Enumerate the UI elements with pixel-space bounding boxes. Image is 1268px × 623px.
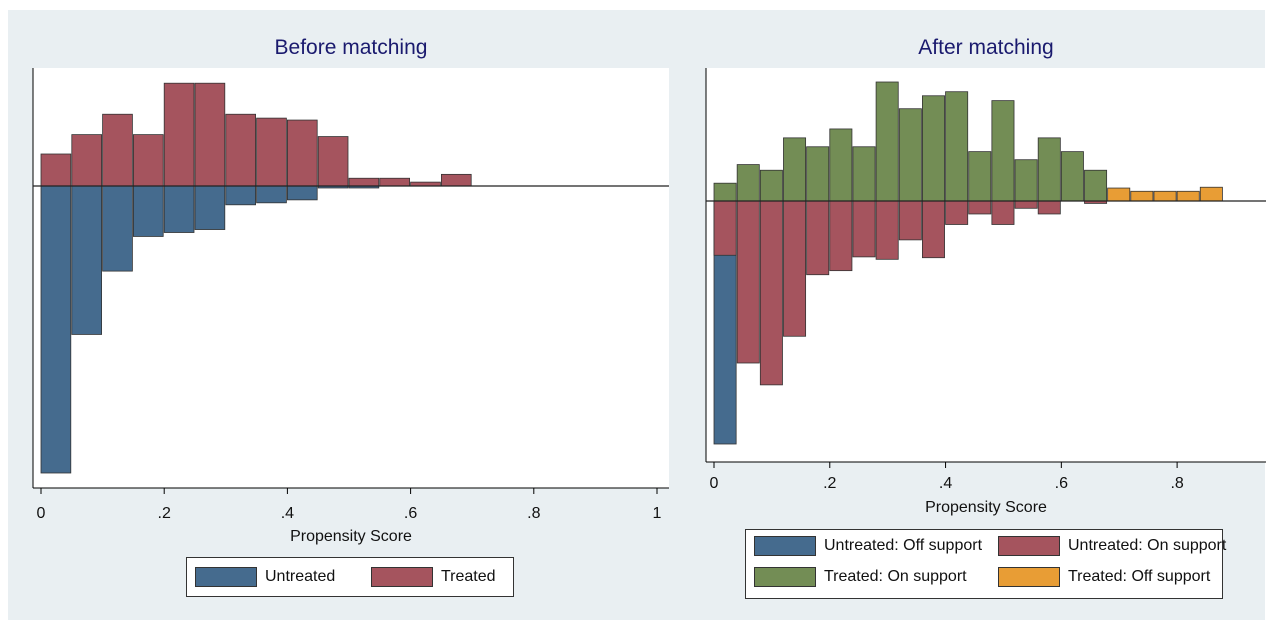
after-bar-treated-on-support-5 [829, 128, 853, 202]
legend-item-treated: Treated [371, 567, 496, 587]
after-bar-untreated-on-support-10 [945, 200, 969, 225]
before-bar-treated-4 [163, 82, 195, 187]
after-title: After matching [918, 36, 1053, 59]
before-bar-treated-13 [440, 173, 472, 187]
after-x-tick-label-2: .4 [939, 475, 952, 492]
before-bar-untreated-5 [194, 185, 226, 230]
after-bar-treated-on-support-6 [852, 146, 876, 202]
after-bar-treated-off-support-18 [1130, 190, 1154, 202]
after-bar-untreated-on-support-12 [991, 200, 1015, 225]
after-bar-untreated-on-support-3 [783, 200, 807, 337]
after-bar-treated-on-support-4 [806, 146, 830, 202]
legend-item-treated-off-support: Treated: Off support [998, 567, 1210, 587]
before-bar-treated-1 [71, 134, 103, 187]
after-bar-treated-on-support-12 [991, 100, 1015, 202]
after-bar-treated-off-support-20 [1176, 190, 1200, 202]
before-x-tick-label-0: 0 [37, 505, 46, 522]
after-bar-treated-on-support-8 [898, 108, 922, 202]
legend-label-untreated-on-support: Untreated: On support [1068, 537, 1227, 554]
before-bar-untreated-6 [225, 185, 257, 206]
before-title: Before matching [275, 36, 428, 59]
before-bar-untreated-3 [132, 185, 164, 237]
before-bar-treated-0 [40, 153, 72, 187]
before-bar-treated-6 [225, 113, 257, 187]
after-legend: Untreated: Off support Untreated: On sup… [745, 529, 1226, 599]
before-x-ticks: 0 .2 .4 .6 .8 1 [37, 488, 662, 522]
after-bar-treated-on-support-10 [945, 91, 969, 202]
legend-swatch-untreated-on-support [998, 536, 1060, 556]
legend-item-treated-on-support: Treated: On support [754, 567, 967, 587]
before-bar-untreated-2 [102, 185, 133, 272]
legend-item-untreated-on-support: Untreated: On support [998, 536, 1226, 556]
after-bar-treated-on-support-3 [783, 137, 807, 202]
after-bar-untreated-on-support-0 [713, 200, 737, 256]
after-bar-untreated-on-support-9 [922, 200, 945, 259]
after-bar-treated-on-support-16 [1084, 169, 1108, 202]
before-bar-untreated-8 [286, 185, 318, 201]
before-bar-treated-9 [317, 136, 349, 187]
legend-label-untreated-off-support: Untreated: Off support [824, 537, 983, 554]
after-bar-untreated-on-support-11 [968, 200, 992, 215]
before-bar-untreated-7 [256, 185, 287, 204]
after-bar-treated-on-support-1 [736, 164, 760, 202]
legend-label-untreated: Untreated [265, 568, 336, 585]
after-bar-treated-on-support-14 [1037, 137, 1061, 202]
after-x-axis-label: Propensity Score [925, 499, 1047, 516]
after-bar-treated-on-support-9 [922, 95, 945, 202]
after-bar-treated-off-support-21 [1199, 186, 1223, 202]
after-bar-treated-on-support-13 [1014, 159, 1038, 202]
before-x-tick-label-5: 1 [653, 505, 662, 522]
before-bar-untreated-1 [71, 185, 103, 335]
legend-swatch-treated-on-support [754, 567, 816, 587]
legend-label-treated-off-support: Treated: Off support [1068, 568, 1211, 585]
legend-swatch-untreated [195, 567, 257, 587]
legend-label-treated: Treated [441, 568, 496, 585]
after-x-tick-label-3: .6 [1055, 475, 1068, 492]
before-bar-treated-8 [286, 119, 318, 187]
legend-swatch-treated [371, 567, 433, 587]
legend-label-treated-on-support: Treated: On support [824, 568, 967, 585]
after-bar-untreated-on-support-8 [898, 200, 922, 241]
after-bar-untreated-on-support-6 [852, 200, 876, 258]
before-x-tick-label-3: .6 [404, 505, 417, 522]
before-bar-treated-10 [348, 177, 380, 187]
after-bar-untreated-on-support-7 [875, 200, 899, 260]
after-bar-untreated-on-support-4 [806, 200, 830, 276]
before-bar-treated-2 [102, 113, 133, 187]
before-bar-treated-11 [379, 177, 410, 187]
before-bar-treated-7 [256, 117, 287, 187]
after-bar-untreated-on-support-2 [759, 200, 783, 386]
before-bar-untreated-4 [163, 185, 195, 233]
after-bar-untreated-on-support-14 [1037, 200, 1061, 215]
after-bar-treated-on-support-15 [1060, 151, 1084, 202]
before-bar-treated-3 [132, 134, 164, 187]
after-x-tick-label-0: 0 [710, 475, 719, 492]
after-bar-treated-off-support-17 [1107, 187, 1131, 202]
legend-item-untreated-off-support: Untreated: Off support [754, 536, 982, 556]
before-x-tick-label-2: .4 [281, 505, 294, 522]
after-bar-treated-on-support-7 [875, 81, 899, 202]
before-bar-treated-5 [194, 82, 226, 187]
after-bar-treated-off-support-19 [1153, 190, 1177, 202]
before-bars [33, 82, 669, 474]
after-bar-treated-on-support-0 [713, 182, 737, 202]
after-bar-untreated-on-support-13 [1014, 200, 1038, 209]
after-bars [706, 81, 1266, 445]
after-x-tick-label-4: .8 [1170, 475, 1183, 492]
before-x-tick-label-4: .8 [527, 505, 540, 522]
legend-swatch-untreated-off-support [754, 536, 816, 556]
after-x-tick-label-1: .2 [823, 475, 836, 492]
before-x-axis-label: Propensity Score [290, 528, 412, 545]
before-x-tick-label-1: .2 [158, 505, 171, 522]
before-legend: Untreated Treated [186, 557, 514, 597]
legend-item-untreated: Untreated [195, 567, 335, 587]
after-bar-treated-on-support-11 [968, 151, 992, 202]
after-x-ticks: 0 .2 .4 .6 .8 [710, 462, 1184, 492]
after-bar-untreated-on-support-5 [829, 200, 853, 272]
after-bar-untreated-on-support-1 [736, 200, 760, 364]
after-bar-treated-on-support-2 [759, 169, 783, 202]
before-bar-untreated-0 [40, 185, 72, 474]
legend-swatch-treated-off-support [998, 567, 1060, 587]
